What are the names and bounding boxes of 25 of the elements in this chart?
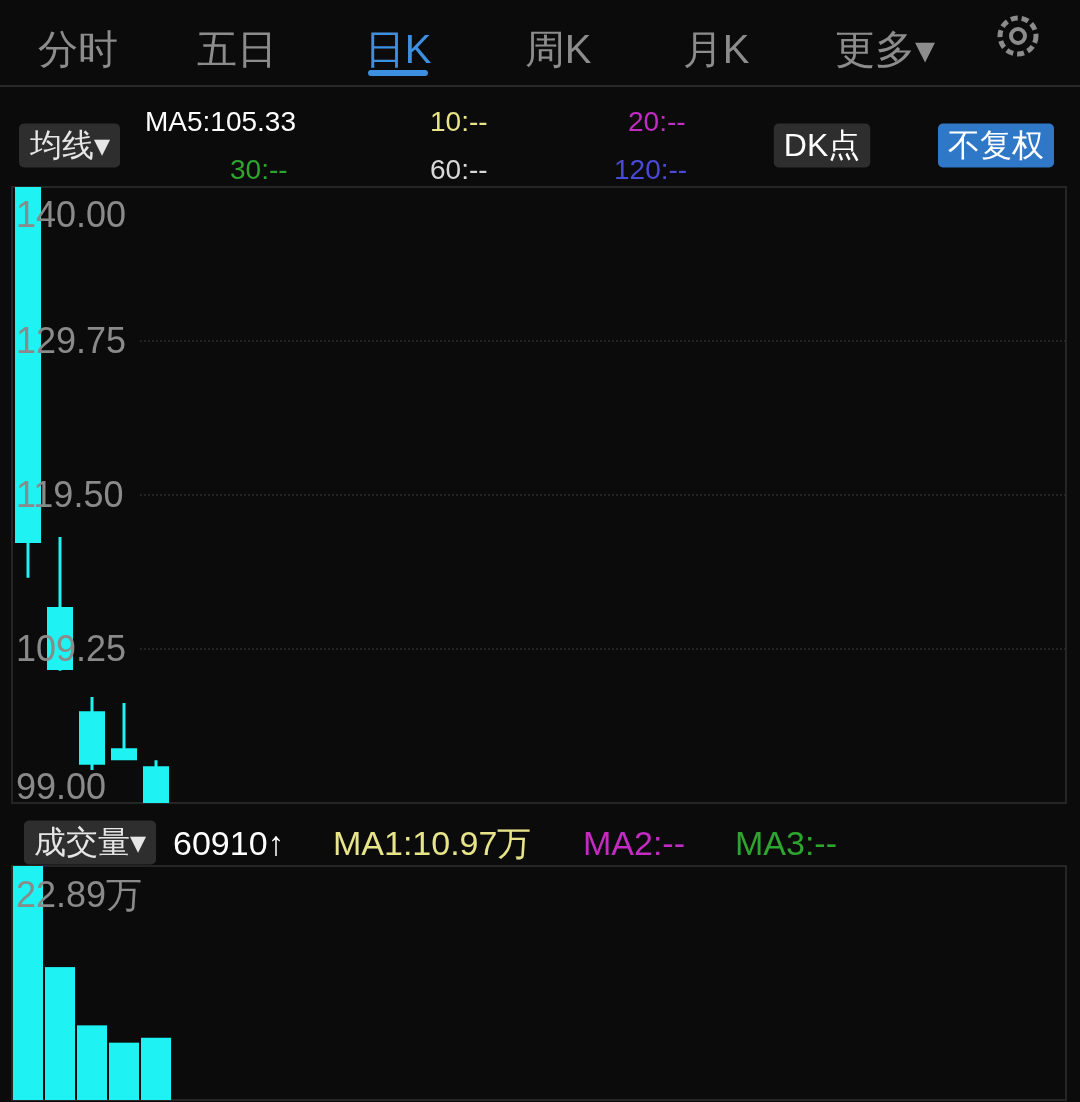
text: 分时 <box>38 26 118 71</box>
text: MA3:-- <box>735 823 837 862</box>
text: 月K <box>682 26 750 71</box>
text: DK点 <box>783 127 861 164</box>
text: 60910↑ <box>173 823 285 862</box>
y-tick-label: 99.00 <box>16 766 107 807</box>
text: 成交量▾ <box>33 824 147 861</box>
bar <box>77 1025 107 1100</box>
text: 更多▾ <box>834 26 936 71</box>
text: 不复权 <box>948 127 1044 164</box>
text: 30:-- <box>230 154 288 186</box>
text: 五日 <box>197 26 277 71</box>
bar <box>141 1037 171 1100</box>
text: 20:-- <box>628 106 686 138</box>
text: 60:-- <box>430 154 488 186</box>
text: 周K <box>524 26 592 71</box>
text: MA5:105.33 <box>145 106 296 138</box>
text: 120:-- <box>614 154 688 186</box>
text: MA1:10.97万 <box>333 823 532 862</box>
bar <box>45 967 75 1100</box>
text: MA2:-- <box>583 823 685 862</box>
text: 均线▾ <box>28 127 111 164</box>
text: 日K <box>364 26 432 71</box>
text: 10:-- <box>430 106 488 138</box>
bar <box>109 1042 139 1100</box>
